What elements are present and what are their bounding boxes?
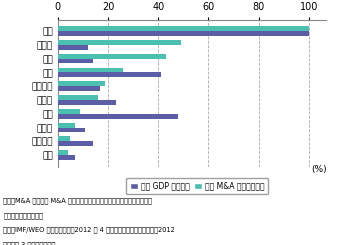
Bar <box>58 68 123 73</box>
Bar <box>58 59 93 63</box>
Bar <box>58 54 166 59</box>
Text: 備考：M&A 及び対外 M&A は完了案件ベースの件数より算出。中国には香: 備考：M&A 及び対外 M&A は完了案件ベースの件数より算出。中国には香 <box>3 197 152 204</box>
Bar <box>58 150 68 155</box>
Bar <box>58 136 70 141</box>
Text: 港を含まない。: 港を含まない。 <box>3 212 44 219</box>
Text: (%): (%) <box>311 165 327 174</box>
Bar <box>58 141 93 146</box>
Bar <box>58 45 88 50</box>
Bar <box>58 73 161 77</box>
Bar <box>58 31 309 36</box>
Text: 資料：IMF/WEO データベース（2012 年 4 月）及びトムソンロイター（2012: 資料：IMF/WEO データベース（2012 年 4 月）及びトムソンロイター（… <box>3 227 175 233</box>
Bar <box>58 81 105 86</box>
Bar <box>58 123 75 128</box>
Bar <box>58 100 116 105</box>
Text: 年 3 月）から作成。: 年 3 月）から作成。 <box>3 241 56 245</box>
Bar <box>58 114 178 119</box>
Bar <box>58 26 309 31</box>
Legend: 実質 GDP の対米比, 対外 M&A 件数の対米比: 実質 GDP の対米比, 対外 M&A 件数の対米比 <box>126 178 268 195</box>
Bar <box>58 128 85 132</box>
Bar <box>58 86 101 91</box>
Bar <box>58 95 98 100</box>
Bar <box>58 109 80 114</box>
Bar <box>58 40 181 45</box>
Bar <box>58 155 75 160</box>
